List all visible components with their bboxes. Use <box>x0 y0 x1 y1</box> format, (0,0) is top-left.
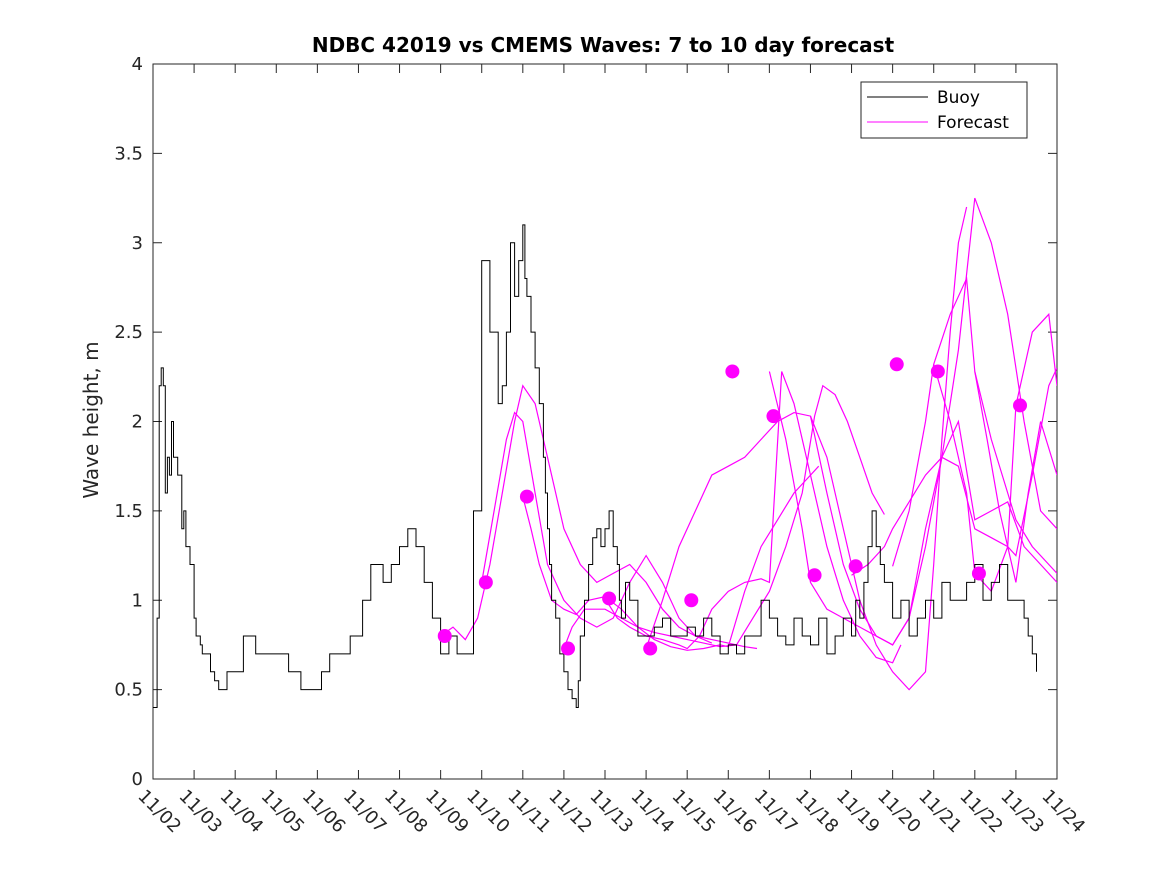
forecast-marker <box>684 593 699 608</box>
forecast-line-6 <box>645 206 968 691</box>
forecast-marker <box>1013 398 1028 413</box>
y-tick-label: 2.5 <box>114 322 143 343</box>
forecast-line-3 <box>522 465 820 651</box>
y-tick-label: 0.5 <box>114 680 143 701</box>
forecast-marker <box>437 629 452 643</box>
legend-forecast-label: Forecast <box>937 113 1009 133</box>
forecast-marker <box>725 364 740 379</box>
forecast-marker <box>519 489 534 504</box>
y-tick-label: 1.5 <box>114 501 143 522</box>
forecast-marker <box>478 575 493 590</box>
y-tick-label: 4 <box>132 54 143 75</box>
legend: Buoy Forecast <box>860 81 1028 139</box>
forecast-marker <box>930 364 945 379</box>
forecast-line-1 <box>440 384 713 644</box>
forecast-marker <box>971 566 986 581</box>
data-layer <box>153 197 1057 708</box>
forecast-marker <box>766 409 781 424</box>
buoy-line <box>153 224 1037 708</box>
y-tick-label: 2 <box>132 412 143 433</box>
forecast-line-2 <box>481 411 758 650</box>
forecast-line-8 <box>809 415 1057 646</box>
forecast-line-12 <box>974 371 1057 583</box>
y-tick-label: 0 <box>132 769 143 790</box>
y-tick-label: 3 <box>132 233 143 254</box>
forecast-marker <box>602 591 617 606</box>
legend-box <box>860 81 1028 139</box>
forecast-marker <box>889 357 904 372</box>
y-tick-label: 1 <box>132 590 143 611</box>
chart-title: NDBC 42019 vs CMEMS Waves: 7 to 10 day f… <box>312 33 895 57</box>
y-axis-label: Wave height, m <box>79 341 103 498</box>
y-tick-label: 3.5 <box>114 143 143 164</box>
forecast-marker <box>643 641 658 656</box>
legend-buoy-label: Buoy <box>937 88 980 108</box>
forecast-marker <box>561 641 576 656</box>
forecast-marker <box>848 559 863 574</box>
forecast-marker <box>807 568 822 583</box>
